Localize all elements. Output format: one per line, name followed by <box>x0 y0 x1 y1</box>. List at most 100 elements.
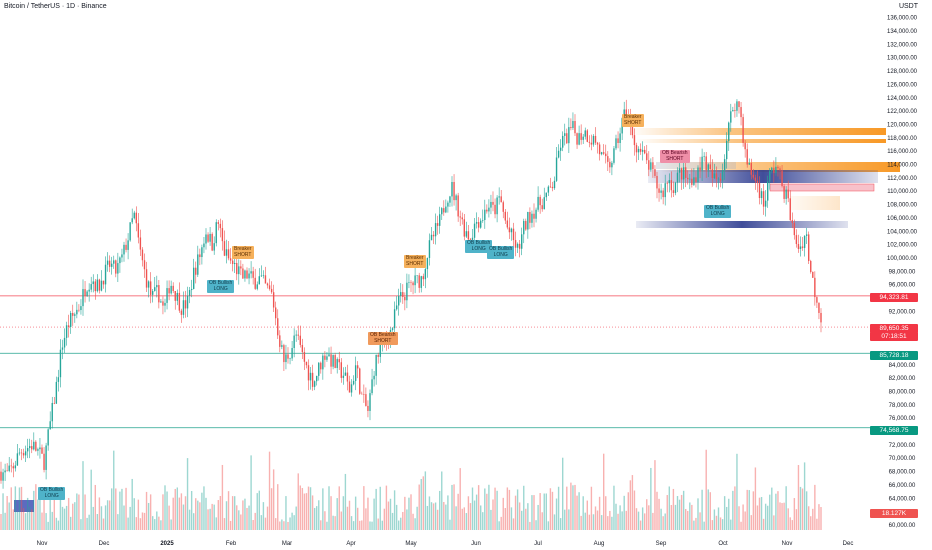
volume-bar <box>82 461 84 530</box>
volume-bar <box>426 505 429 530</box>
candle-body <box>674 182 677 193</box>
volume-bar <box>603 453 605 530</box>
volume-bar <box>24 513 27 530</box>
candle-body <box>410 282 412 283</box>
candle-body <box>320 362 322 370</box>
price-axis[interactable]: 136,000.00 134,000.00 132,000.00 130,000.00… <box>887 16 918 529</box>
candle-body <box>246 270 248 279</box>
candle-body <box>668 180 670 184</box>
candle-body <box>498 196 500 198</box>
candle-body <box>94 281 96 292</box>
candle-body <box>549 186 552 188</box>
candle-body <box>789 198 791 221</box>
volume-bar <box>221 464 224 530</box>
volume-bar <box>20 486 23 530</box>
volume-bar <box>57 520 60 530</box>
price-tick-label: 132,000.00 <box>887 42 918 48</box>
volume-bar <box>270 488 273 530</box>
volume-bar <box>543 493 545 530</box>
volume-bar <box>512 518 515 530</box>
candle-body <box>764 200 767 207</box>
volume-bar <box>41 512 43 530</box>
time-tick-label: Apr <box>346 541 355 547</box>
candle-body <box>723 159 726 171</box>
volume-bar <box>484 488 486 530</box>
symbol-title[interactable]: Bitcoin / TetherUS · 1D · Binance <box>4 3 107 10</box>
price-tick-label: 72,000.00 <box>889 443 916 449</box>
candle-body <box>734 109 736 111</box>
candle-body <box>406 282 408 301</box>
candle-body <box>172 285 174 292</box>
volume-bar <box>670 505 673 530</box>
volume-bar <box>188 509 191 530</box>
candle-body <box>736 101 738 111</box>
volume-bar <box>367 497 369 530</box>
volume-bar <box>162 494 164 530</box>
volume-bar <box>363 486 365 530</box>
candle-body <box>303 352 306 362</box>
candle-body <box>422 276 424 280</box>
time-tick-label: Feb <box>226 541 237 547</box>
volume-bar <box>566 486 568 530</box>
volume-bar <box>781 503 783 530</box>
candle-body <box>588 141 591 143</box>
candle-body <box>393 309 396 329</box>
volume-bar <box>650 467 652 530</box>
volume-bar <box>588 514 591 530</box>
candle-body <box>190 288 193 291</box>
candle-body <box>223 241 226 256</box>
volume-bar <box>459 468 461 530</box>
volume-bar <box>98 497 101 530</box>
candle-body <box>523 220 525 235</box>
candle-body <box>682 167 685 180</box>
candle-body <box>14 465 17 469</box>
volume-bar <box>465 513 468 530</box>
volume-bar <box>299 485 301 530</box>
volume-bar <box>430 502 433 530</box>
volume-bar <box>369 521 371 530</box>
candle-body <box>264 275 267 284</box>
candle-body <box>635 145 638 153</box>
volume-bar <box>160 520 162 530</box>
volume-bar <box>685 509 687 530</box>
candle-body <box>760 191 763 199</box>
volume-bar <box>508 489 511 530</box>
annotation-ob-bullish-long: OB Bullish LONG <box>704 205 732 218</box>
candle-body <box>445 206 447 213</box>
volume-bar <box>711 520 714 530</box>
volume-bar <box>135 517 137 530</box>
candle-body <box>572 121 574 129</box>
candle-body <box>771 167 773 172</box>
candle-body <box>754 177 757 181</box>
candle-body <box>82 289 84 307</box>
candle-body <box>473 223 476 238</box>
volume-bar <box>779 502 781 530</box>
candle-body <box>656 175 658 189</box>
candle-body <box>801 246 804 248</box>
candle-body <box>277 318 279 336</box>
volume-bar <box>152 516 154 530</box>
candle-body <box>404 296 406 301</box>
volume-bar <box>582 496 584 530</box>
candle-body <box>707 164 709 171</box>
volume-bar <box>531 495 533 530</box>
candle-body <box>369 393 371 411</box>
candle-body <box>164 302 166 306</box>
volume-bar <box>51 511 53 530</box>
price-tick-label: 122,000.00 <box>887 109 918 115</box>
candle-body <box>752 174 755 178</box>
candle-body <box>328 354 330 357</box>
volume-bar <box>760 496 763 530</box>
candle-body <box>732 109 734 112</box>
volume-bar <box>412 513 414 530</box>
candle-body <box>371 379 373 394</box>
candle-body <box>805 234 808 236</box>
volume-bar <box>316 506 318 530</box>
candle-body <box>463 219 465 237</box>
volume-bar <box>697 498 699 530</box>
candle-body <box>254 277 256 289</box>
volume-bar <box>119 491 121 530</box>
time-axis[interactable]: Nov Dec 2025 Feb Mar Apr May Jun Jul Aug Sep Oct Nov… <box>37 541 854 547</box>
volume-bar <box>170 519 172 530</box>
